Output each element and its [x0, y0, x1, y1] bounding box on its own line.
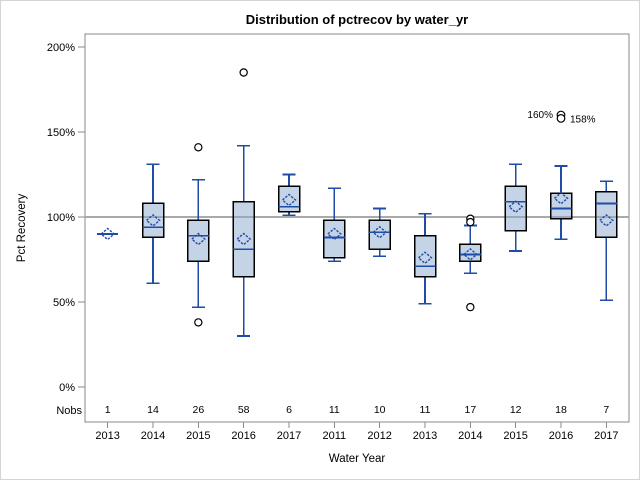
x-tick-label: 2014 [141, 430, 165, 442]
x-tick-label: 2017 [277, 430, 301, 442]
iqr-box [187, 219, 210, 262]
mean-diamond [326, 227, 342, 241]
plot-frame [84, 33, 630, 423]
axis-ticks-layer: 200% 150% 100% 50% 0% 2013 1 2014 14 2015 26 2016 58… [47, 42, 619, 442]
mean-diamond [372, 225, 388, 239]
nobs-value: 14 [147, 404, 159, 416]
iqr-box [504, 185, 527, 232]
mean-diamond [281, 193, 297, 207]
mean-diamond [462, 247, 478, 261]
iqr-box [232, 200, 255, 278]
mean-diamond [236, 232, 252, 246]
x-tick-label: 2011 [323, 430, 347, 442]
iqr-box [459, 243, 482, 262]
x-tick-label: 2016 [231, 430, 255, 442]
nobs-value: 10 [374, 404, 386, 416]
y-tick-label: 0% [59, 382, 75, 394]
outlier-value-label: 160% [527, 110, 553, 121]
box-group-2016 [232, 68, 255, 337]
y-tick-label: 150% [47, 127, 75, 139]
nobs-value: 12 [510, 404, 522, 416]
mean-diamond [508, 200, 524, 214]
nobs-value: 17 [464, 404, 476, 416]
nobs-value: 7 [603, 404, 609, 416]
y-tick-label: 50% [53, 297, 75, 309]
outlier-circle [194, 143, 203, 152]
box-group-2015 [187, 143, 210, 327]
nobs-value: 6 [286, 404, 292, 416]
nobs-value: 58 [238, 404, 250, 416]
box-group-2014 [141, 163, 165, 285]
iqr-box [549, 192, 573, 220]
box-group-2011 [323, 187, 346, 263]
nobs-value: 11 [420, 404, 431, 416]
nobs-value: 1 [105, 404, 111, 416]
x-tick-label: 2017 [594, 430, 618, 442]
y-tick-label: 100% [47, 212, 75, 224]
nobs-row-label: Nobs [56, 405, 82, 417]
outlier-circle [466, 302, 475, 312]
box-group-2012 [368, 207, 391, 257]
box-group-2015 [504, 163, 527, 252]
box-group-2014 [459, 214, 482, 312]
x-tick-label: 2015 [186, 430, 210, 442]
outlier-circle [194, 318, 203, 327]
x-tick-label: 2013 [413, 430, 437, 442]
x-tick-label: 2016 [549, 430, 573, 442]
nobs-value: 18 [555, 404, 567, 416]
box-group-2013 [413, 212, 437, 305]
iqr-box [368, 219, 391, 251]
x-tick-label: 2014 [458, 430, 482, 442]
box-plots-layer: 160% 158% [97, 68, 618, 337]
box-group-2016: 160% 158% [527, 110, 596, 240]
chart-title: Distribution of pctrecov by water_yr [246, 12, 469, 27]
y-tick-label: 200% [47, 42, 75, 54]
mean-diamond [417, 251, 433, 265]
box-group-2017 [595, 180, 618, 302]
y-axis-title: Pct Recovery [16, 194, 28, 263]
iqr-box [413, 234, 437, 278]
mean-diamond [145, 213, 161, 227]
x-tick-label: 2013 [95, 430, 119, 442]
mean-diamond [190, 232, 206, 246]
iqr-box [141, 202, 165, 239]
mean-diamond [553, 191, 569, 205]
box-group-2013 [97, 227, 119, 241]
plot-frame-layer [84, 33, 630, 423]
nobs-value: 26 [192, 404, 204, 416]
iqr-box [323, 219, 346, 259]
iqr-box [277, 185, 301, 213]
box-group-2017 [277, 173, 301, 217]
nobs-value: 11 [329, 404, 340, 416]
outlier-value-label: 158% [570, 114, 596, 125]
outlier-circle [239, 68, 248, 77]
x-tick-label: 2012 [367, 430, 391, 442]
labeled-outlier-circle [556, 113, 566, 123]
mean-diamond [598, 213, 614, 227]
mean-diamond [100, 227, 116, 241]
outlier-circle [466, 217, 475, 227]
x-tick-label: 2015 [503, 430, 527, 442]
x-axis-title: Water Year [329, 453, 386, 465]
